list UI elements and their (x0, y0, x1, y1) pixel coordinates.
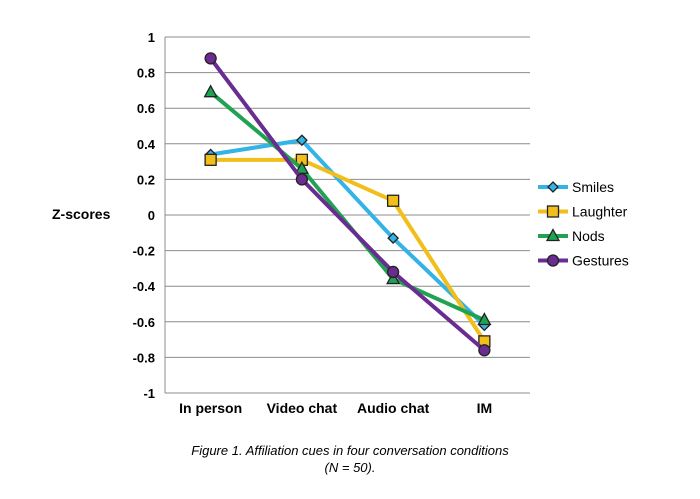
data-point-diamond (295, 134, 308, 147)
y-tick-label: -0.6 (133, 315, 155, 330)
y-tick-label: 1 (148, 30, 155, 45)
series-line (208, 56, 487, 353)
y-tick-label: 0.2 (137, 172, 155, 187)
data-point-circle (204, 52, 217, 65)
series-line (208, 138, 487, 328)
x-tick-label: In person (179, 400, 242, 416)
series-lines (203, 52, 492, 357)
x-tick-label: Audio chat (357, 400, 430, 416)
series-gestures (204, 52, 491, 357)
legend-marker-circle (546, 254, 560, 267)
data-point-triangle (203, 84, 218, 98)
legend-label: Nods (572, 228, 605, 244)
x-tick-labels: In person Video chat Audio chat IM (179, 400, 492, 416)
legend-label: Smiles (572, 179, 614, 195)
data-point-square (204, 153, 217, 166)
legend: Smiles Laughter Nods Gestures (538, 179, 629, 269)
y-tick-label: -0.8 (133, 350, 155, 365)
legend-item: Smiles (538, 179, 614, 195)
data-point-circle (478, 344, 491, 357)
gridlines (164, 36, 530, 394)
y-tick-label: 0.4 (137, 137, 156, 152)
line-chart: 1 0.8 0.6 0.4 0.2 0 -0.2 -0.4 -0.6 -0.8 -1 In pers… (52, 30, 629, 416)
x-tick-label: Video chat (267, 400, 338, 416)
legend-label: Gestures (572, 253, 629, 269)
y-tick-label: 0 (148, 208, 155, 223)
data-point-square (386, 194, 400, 207)
y-tick-labels: 1 0.8 0.6 0.4 0.2 0 -0.2 -0.4 -0.6 -0.8 -1 (133, 30, 156, 401)
y-tick-label: 0.6 (137, 101, 155, 116)
legend-item: Nods (538, 228, 605, 244)
figure-caption-line-1: Figure 1. Affiliation cues in four conve… (191, 443, 509, 458)
x-tick-label: IM (477, 400, 493, 416)
data-point-circle (295, 173, 309, 186)
data-point-diamond (387, 232, 400, 245)
legend-marker-square (546, 205, 560, 218)
y-tick-label: -0.2 (133, 244, 155, 259)
data-point-circle (386, 265, 400, 279)
legend-item: Laughter (538, 204, 628, 220)
y-tick-label: -0.4 (133, 279, 156, 294)
series-laughter (204, 153, 491, 348)
y-tick-label: 0.8 (137, 66, 155, 81)
y-tick-label: -1 (143, 386, 155, 401)
series-line (208, 157, 487, 344)
data-point-triangle (294, 160, 309, 174)
figure-caption-line-2: (N = 50). (324, 460, 376, 475)
legend-marker-triangle (545, 228, 561, 242)
legend-label: Laughter (572, 204, 628, 220)
y-axis-label: Z-scores (52, 206, 111, 222)
legend-marker-diamond (547, 181, 559, 193)
data-point-triangle (477, 312, 492, 326)
legend-item: Gestures (538, 253, 629, 269)
